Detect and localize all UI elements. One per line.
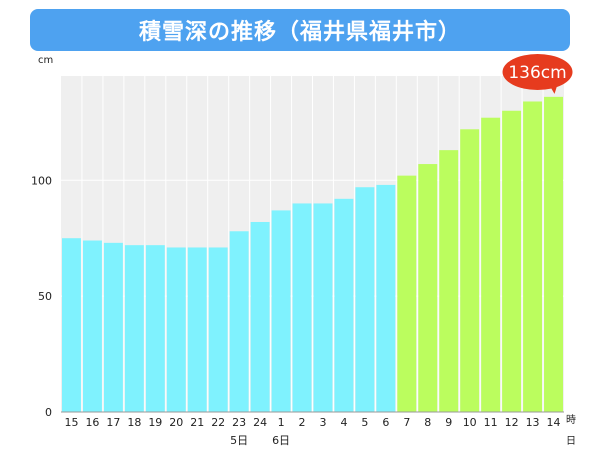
bar [208,247,228,412]
x-date-label: 6日 [272,434,290,447]
bar [292,203,312,412]
bar [481,117,501,413]
bar [502,110,522,413]
y-tick-label: 50 [38,290,52,303]
x-tick-label: 6 [382,416,389,429]
x-tick-label: 18 [127,416,141,429]
bar [103,242,123,412]
bar [523,101,543,412]
bar [376,184,396,412]
x-tick-label: 4 [340,416,347,429]
x-tick-label: 23 [232,416,246,429]
x-tick-label: 24 [253,416,267,429]
y-tick-label: 0 [45,406,52,419]
x-tick-label: 14 [547,416,561,429]
bar [62,238,81,412]
bar [418,164,438,412]
x-tick-label: 20 [169,416,183,429]
bar [355,187,375,412]
x-tick-label: 11 [484,416,498,429]
x-tick-label: 1 [278,416,285,429]
bar [313,203,333,412]
x-tick-label: 17 [106,416,120,429]
callout-bubble [502,54,573,90]
bar [229,231,249,412]
x-tick-label: 12 [505,416,519,429]
x-tick-label: 10 [463,416,477,429]
bar [460,129,480,412]
x-tick-label: 8 [424,416,431,429]
bar [82,240,102,412]
y-tick-label: 100 [31,174,52,187]
x-tick-label: 22 [211,416,225,429]
x-tick-label: 9 [445,416,452,429]
bar [166,247,186,412]
x-tick-label: 16 [85,416,99,429]
bar [439,150,459,412]
bar [397,175,417,412]
x-tick-label: 3 [319,416,326,429]
x-tick-label: 19 [148,416,162,429]
x-axis-unit-label-day: 日 [566,436,576,447]
bar [250,221,270,412]
bar [271,210,291,412]
chart-title: 積雪深の推移（福井県福井市） [30,9,570,51]
x-tick-label: 21 [190,416,204,429]
x-tick-label: 15 [64,416,78,429]
bar [187,247,207,412]
x-tick-label: 2 [299,416,306,429]
x-tick-label: 7 [403,416,410,429]
x-date-label: 5日 [230,434,248,447]
bar [145,245,165,412]
bar [124,245,144,412]
bar [334,198,354,412]
y-axis-unit-label: cm [38,55,53,66]
x-tick-label: 5 [361,416,368,429]
x-axis-unit-label-hour: 時 [566,414,576,426]
callout-label: 136cm [508,63,566,83]
bar [544,96,563,413]
x-tick-label: 13 [526,416,540,429]
